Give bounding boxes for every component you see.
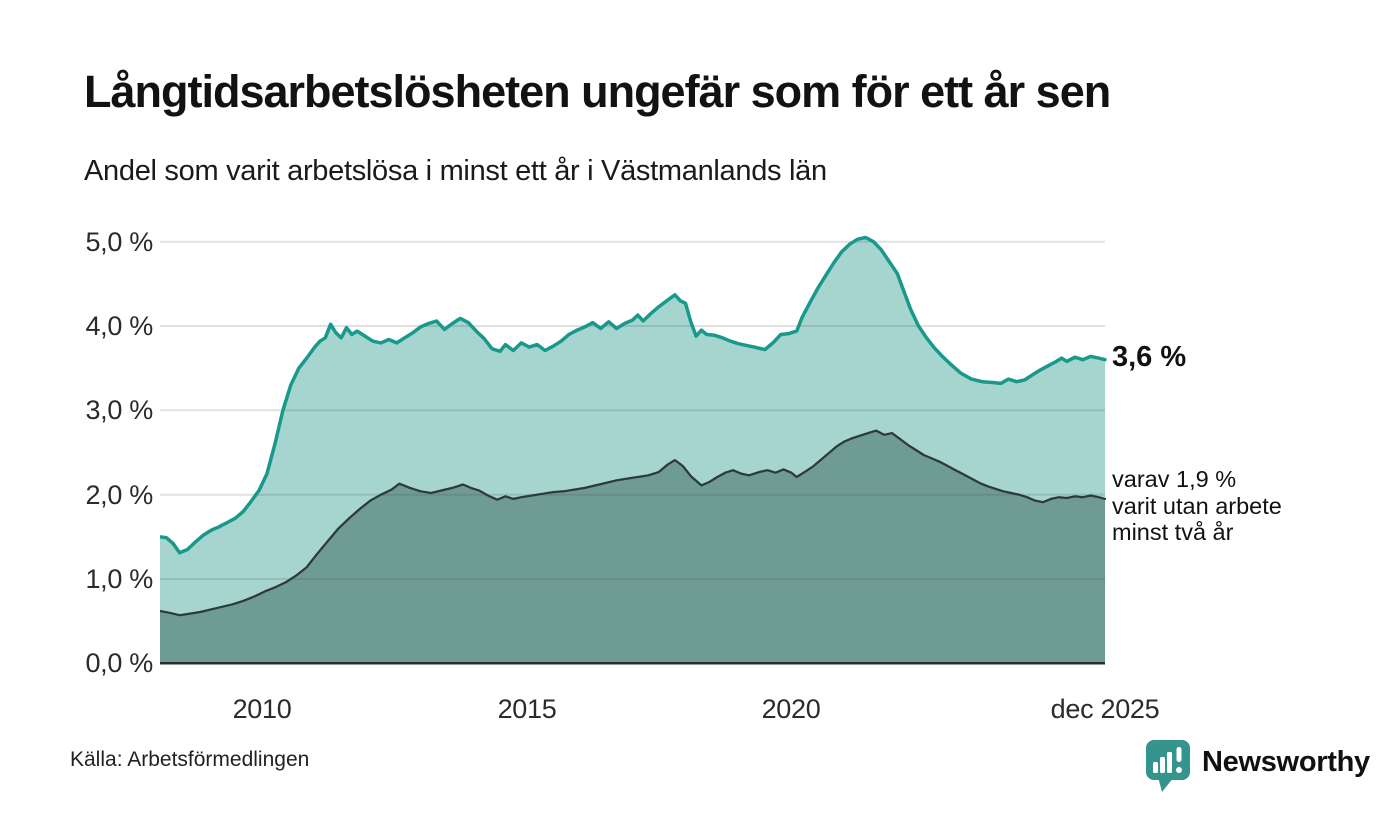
x-axis-label: 2015	[497, 694, 557, 724]
source-note: Källa: Arbetsförmedlingen	[70, 748, 310, 771]
area-chart	[160, 235, 1107, 665]
series-area	[160, 430, 1105, 664]
newsworthy-bubble-barchart-icon	[1146, 740, 1190, 792]
x-axis-label: 2010	[232, 694, 292, 724]
end-value-sublabel: varav 1,9 % varit utan arbete minst två …	[1112, 466, 1282, 546]
y-axis-label: 3,0 %	[85, 395, 153, 425]
y-axis-label: 1,0 %	[85, 564, 153, 594]
page-title: Långtidsarbetslösheten ungefär som för e…	[84, 66, 1111, 117]
end-value-sublabel-line: varit utan arbete	[1112, 492, 1282, 519]
x-axis-label: 2020	[761, 694, 821, 724]
series-line	[160, 235, 1107, 555]
series-line	[160, 429, 1107, 617]
y-axis-label: 0,0 %	[85, 648, 153, 678]
y-axis-label: 5,0 %	[85, 227, 153, 257]
x-axis-label: dec 2025	[1050, 694, 1160, 724]
y-axis-label: 2,0 %	[85, 480, 153, 510]
end-value-label: 3,6 %	[1112, 341, 1187, 373]
end-value-sublabel-line: varav 1,9 %	[1112, 466, 1237, 492]
newsworthy-wordmark: Newsworthy	[1202, 746, 1370, 778]
chart-subtitle: Andel som varit arbetslösa i minst ett å…	[84, 155, 827, 187]
end-value-sublabel-line: minst två år	[1112, 519, 1234, 545]
newsworthy-logo: Newsworthy	[1146, 740, 1370, 792]
y-axis-label: 4,0 %	[85, 311, 153, 341]
